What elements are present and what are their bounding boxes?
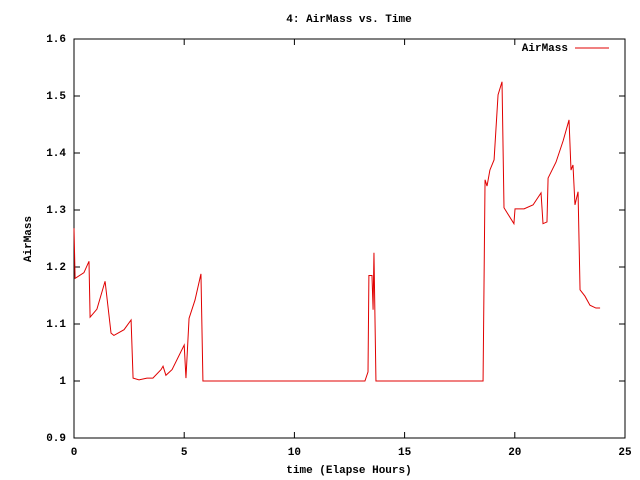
x-tick-label: 25: [618, 447, 632, 459]
plot-frame: [73, 38, 626, 439]
x-axis-label: time (Elapse Hours): [286, 465, 411, 477]
legend-label: AirMass: [522, 43, 568, 55]
y-tick-label: 1.3: [46, 205, 66, 217]
x-tick-label: 0: [71, 447, 78, 459]
x-tick-label: 5: [181, 447, 188, 459]
chart-title: 4: AirMass vs. Time: [286, 14, 412, 26]
y-tick-label: 1.5: [46, 91, 66, 103]
y-tick-label: 1.1: [46, 319, 66, 331]
y-tick-label: 1.6: [46, 34, 66, 46]
y-tick-label: 1.2: [46, 262, 66, 274]
y-tick-label: 0.9: [46, 433, 66, 445]
y-tick-label: 1.4: [46, 148, 66, 160]
data-line: [73, 81, 601, 382]
x-tick-label: 20: [508, 447, 521, 459]
x-tick-label: 15: [398, 447, 412, 459]
y-axis-label: AirMass: [23, 216, 35, 262]
y-tick-label: 1: [59, 376, 66, 388]
x-tick-label: 10: [288, 447, 301, 459]
